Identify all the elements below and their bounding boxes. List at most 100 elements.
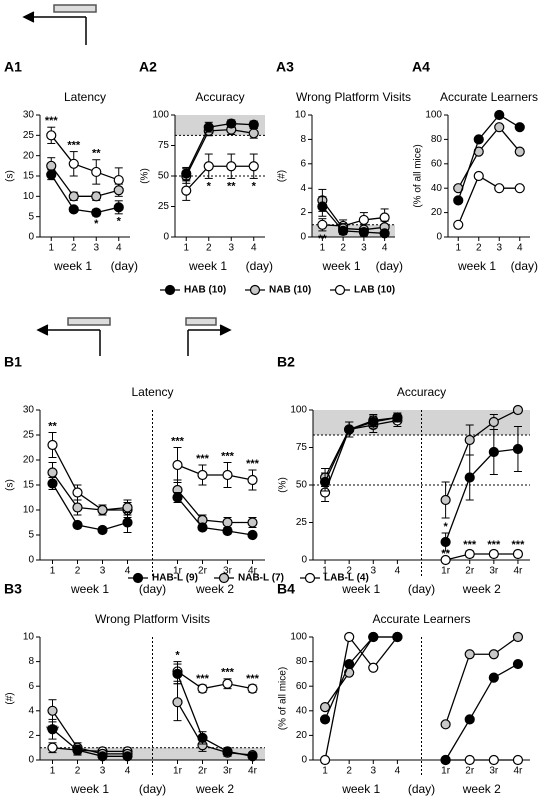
data-point <box>247 517 258 528</box>
data-point <box>473 170 484 182</box>
panel-label: B1 <box>4 354 22 370</box>
x-tick-label: 2 <box>340 243 346 254</box>
data-point <box>247 529 258 541</box>
legend-marker <box>304 572 316 584</box>
x-tick-label: 1 <box>183 243 189 254</box>
data-point <box>464 714 475 725</box>
x-tick-label: 3 <box>496 243 502 254</box>
data-point <box>47 439 58 451</box>
y-tick-label: 10 <box>295 110 307 121</box>
panel-label: B3 <box>4 581 22 597</box>
data-point <box>512 443 524 455</box>
significance-label: * <box>175 650 180 662</box>
data-point <box>488 548 499 560</box>
chart: B1 Latency (s) 0 5 10 15 20 25 30 1 2 3 4 1r 2r 3r 4r week… <box>4 354 265 596</box>
x-tick-label: 3 <box>93 243 99 254</box>
data-point <box>248 161 259 172</box>
data-point <box>392 412 403 423</box>
chart-title: Accurate Learners <box>440 90 538 104</box>
data-point <box>68 204 79 215</box>
x-axis-unit: (day) <box>246 259 273 273</box>
y-tick-label: 100 <box>152 110 169 121</box>
x-tick-label: 2 <box>75 566 81 577</box>
data-point <box>488 754 499 766</box>
legend-marker <box>132 572 144 584</box>
task-icon-2 <box>36 317 111 356</box>
data-point <box>222 469 233 481</box>
significance-label: * <box>252 180 257 192</box>
y-tick-label: 75 <box>296 442 308 453</box>
y-tick-label: 60 <box>296 681 308 692</box>
x-axis-label: week 1 <box>321 259 360 273</box>
data-point <box>512 754 524 766</box>
y-tick-label: 0 <box>301 755 307 766</box>
legend-label: NAB-L (7) <box>238 573 284 584</box>
data-point <box>344 631 355 643</box>
x-axis-label: week 2 <box>462 582 501 596</box>
chart-title: Wrong Platform Visits <box>95 612 210 626</box>
x-tick-label: 1 <box>50 766 56 777</box>
data-point <box>222 525 233 537</box>
y-axis-label: (#) <box>5 692 16 704</box>
data-point <box>47 724 58 735</box>
significance-label: *** <box>512 539 526 551</box>
y-tick-label: 20 <box>23 150 35 161</box>
data-point <box>113 202 124 213</box>
x-tick-label: 3 <box>370 766 376 777</box>
y-tick-label: 30 <box>23 405 35 416</box>
series-line <box>322 216 385 227</box>
y-tick-label: 100 <box>290 632 307 643</box>
x-tick-label: 2 <box>75 766 81 777</box>
x-axis-unit: (day) <box>111 259 138 273</box>
data-point <box>122 517 133 528</box>
x-tick-label: 1 <box>50 566 56 577</box>
data-point <box>512 658 524 670</box>
y-tick-label: 15 <box>23 171 35 182</box>
x-tick-label: 1 <box>455 243 461 254</box>
data-point <box>440 554 451 566</box>
data-point <box>46 169 57 180</box>
series-line <box>50 165 119 197</box>
data-point <box>464 472 475 483</box>
chart: B2 Accuracy (%) 0 25 50 75 100 1 2 3 4 1r 2r 3r 4r week … <box>277 354 530 596</box>
data-point <box>222 678 233 689</box>
x-tick-label: 4 <box>116 243 122 254</box>
significance-label: *** <box>46 724 60 736</box>
data-point <box>488 446 499 458</box>
data-point <box>440 494 451 506</box>
data-point <box>464 548 475 560</box>
data-point <box>514 122 525 133</box>
y-tick-label: 100 <box>290 405 307 416</box>
panel-label: A3 <box>276 59 294 75</box>
significance-label: *** <box>171 435 185 447</box>
series-line <box>457 114 521 201</box>
data-point <box>379 228 390 239</box>
data-point <box>203 122 214 133</box>
significance-label: *** <box>196 453 210 465</box>
significance-label: *** <box>246 673 260 685</box>
data-point <box>494 122 505 133</box>
x-axis-label: week 1 <box>341 782 380 796</box>
data-point <box>47 467 58 478</box>
legend-marker <box>334 284 346 296</box>
data-point <box>440 536 451 548</box>
significance-label: *** <box>196 673 210 685</box>
y-tick-label: 80 <box>431 134 443 145</box>
x-axis-unit: (day) <box>408 782 435 796</box>
significance-label: * <box>94 218 99 230</box>
y-tick-label: 4 <box>28 705 34 716</box>
data-point <box>494 109 505 121</box>
significance-label: *** <box>463 539 477 551</box>
data-point <box>72 502 83 513</box>
x-tick-label: 2 <box>346 566 352 577</box>
x-tick-label: 3r <box>223 766 233 777</box>
series-line <box>52 673 253 757</box>
legend-label: LAB (10) <box>354 285 395 296</box>
data-point <box>122 751 133 762</box>
data-point <box>464 434 475 446</box>
significance-label: ** <box>48 420 57 432</box>
x-axis-label: week 1 <box>70 582 109 596</box>
chart-title: Wrong Platform Visits <box>296 90 411 104</box>
y-axis-label: (% of all mice) <box>413 144 424 207</box>
